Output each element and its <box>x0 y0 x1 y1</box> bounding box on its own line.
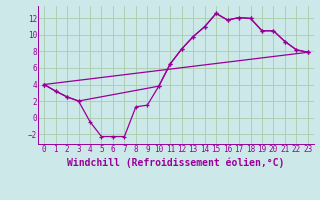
X-axis label: Windchill (Refroidissement éolien,°C): Windchill (Refroidissement éolien,°C) <box>67 157 285 168</box>
